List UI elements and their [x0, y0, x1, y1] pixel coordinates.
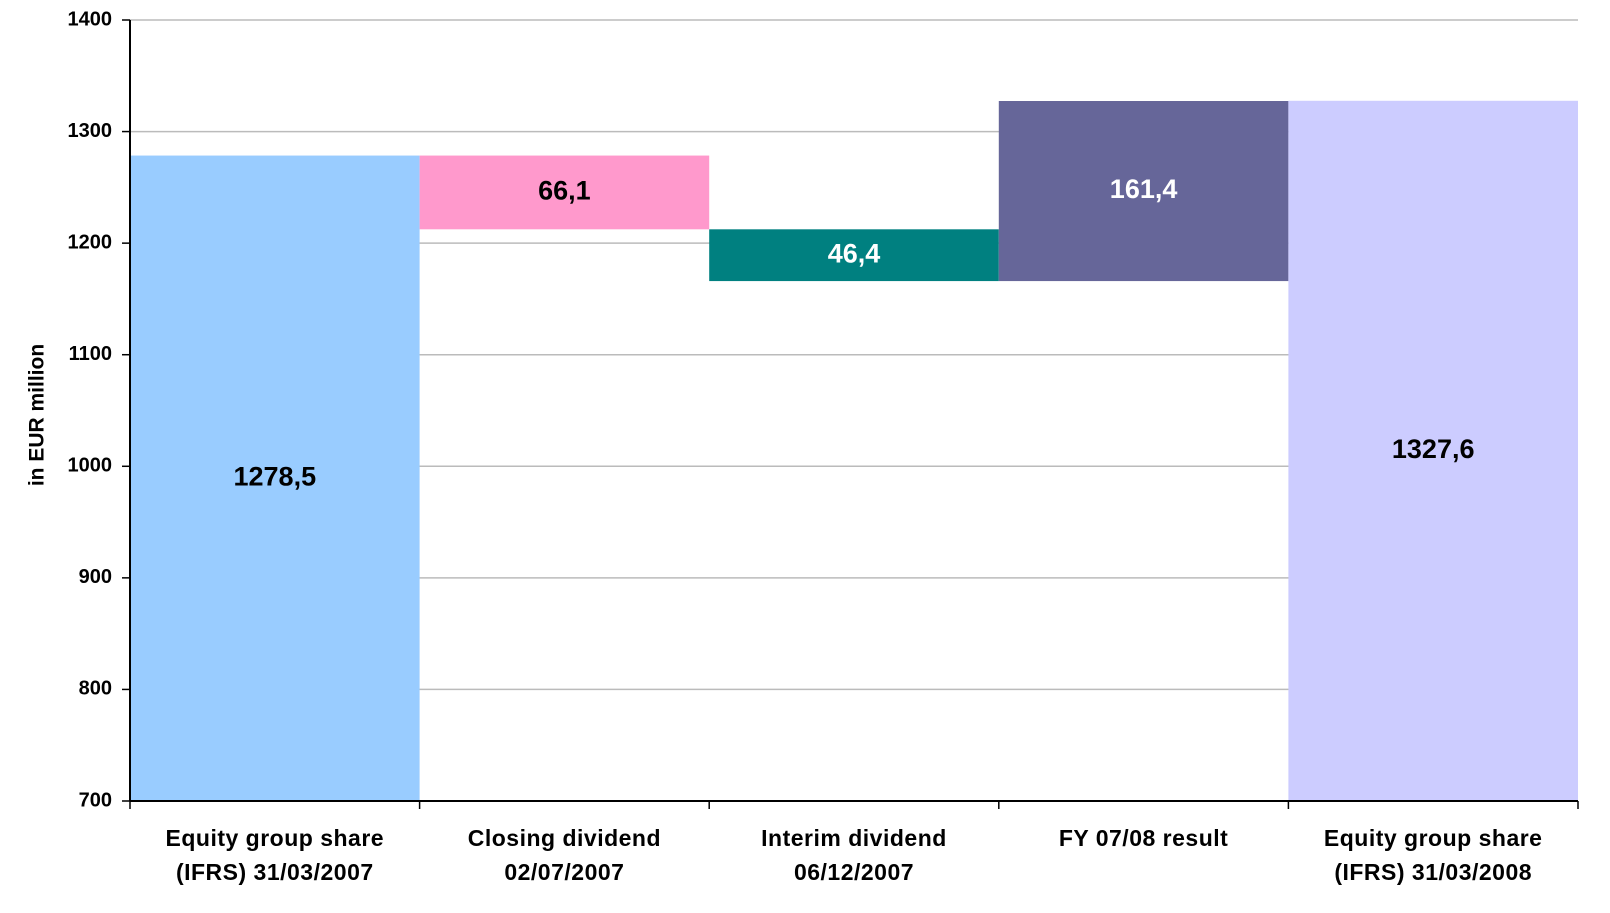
y-tick-label: 800: [79, 678, 112, 700]
y-tick-label: 1200: [68, 231, 113, 253]
value-label: 1327,6: [1392, 434, 1475, 464]
bar: [419, 155, 710, 230]
y-tick-label: 900: [79, 566, 112, 588]
bar: [998, 101, 1289, 282]
value-label: 46,4: [828, 238, 881, 268]
x-tick-label: FY 07/08 result: [1058, 825, 1229, 851]
value-label: 66,1: [538, 176, 591, 206]
bar: [1288, 100, 1578, 802]
x-tick-label: Equity group share (IFRS) 31/03/2008: [1323, 825, 1543, 885]
x-tick-label: Closing dividend 02/07/2007: [467, 825, 662, 885]
x-tick-label: Interim dividend 06/12/2007: [761, 825, 947, 885]
value-label: 1278,5: [234, 461, 317, 491]
y-tick-label: 1000: [68, 455, 113, 477]
y-tick-label: 1100: [69, 343, 112, 365]
y-tick-label: 1400: [68, 8, 113, 30]
y-tick-label: 700: [79, 789, 112, 811]
value-label: 161,4: [1110, 174, 1178, 204]
y-axis-label: in EUR million: [26, 344, 49, 486]
bar: [709, 229, 999, 282]
y-tick-label: 1300: [68, 120, 113, 142]
x-tick-label: Equity group share (IFRS) 31/03/2007: [165, 825, 385, 885]
bar: [130, 155, 420, 802]
